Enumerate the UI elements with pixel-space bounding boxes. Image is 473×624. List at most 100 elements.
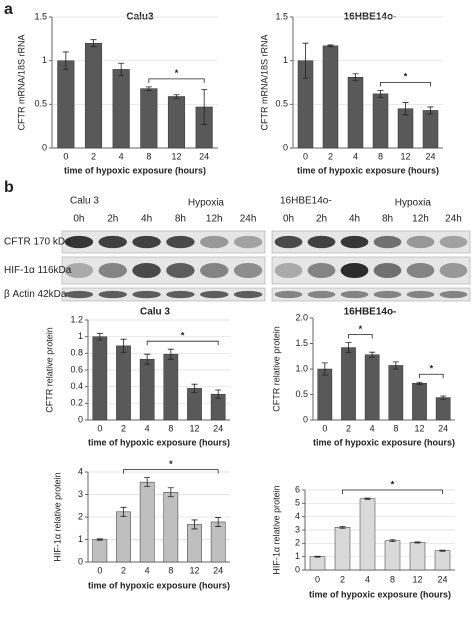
x-axis-label: time of hypoxic exposure (hours)	[313, 437, 455, 447]
significance-star: *	[391, 479, 395, 489]
y-tick-label: 0	[283, 142, 288, 152]
error-bar	[439, 549, 446, 552]
bar	[84, 42, 103, 149]
row-label: HIF-1α 116kDa	[4, 265, 72, 276]
x-tick-label: 2	[121, 565, 126, 575]
blot-band	[132, 290, 161, 299]
blot-band	[200, 235, 229, 249]
lane-label: 12h	[412, 214, 429, 225]
bar	[116, 511, 131, 563]
x-tick-label: 12	[412, 574, 422, 584]
blot-condition: Hypoxia	[188, 198, 225, 209]
error-bar	[215, 517, 222, 527]
y-tick-label: 0.5	[295, 389, 308, 399]
error-bar	[427, 106, 434, 115]
error-bar	[327, 44, 334, 48]
y-tick-label: 1.5	[275, 11, 288, 21]
lane-label: 8h	[175, 214, 186, 225]
error-bar	[191, 519, 198, 530]
blot-title: Calu 3	[70, 196, 99, 207]
bar	[92, 336, 108, 421]
y-tick-label: 0.8	[70, 348, 83, 358]
blot-band	[64, 262, 94, 279]
x-tick-label: 24	[213, 565, 223, 575]
x-axis-label: time of hypoxic exposure (hours)	[297, 165, 439, 175]
lane-label: 24h	[445, 214, 462, 225]
x-tick-label: 8	[168, 423, 173, 433]
bar	[384, 540, 401, 571]
blot-band	[406, 262, 435, 279]
blot-band	[166, 262, 195, 279]
blot-strip	[61, 256, 266, 285]
error-bar	[118, 62, 125, 76]
x-axis-label: time of hypoxic exposure (hours)	[88, 580, 230, 590]
chart-title: 16HBE14o-	[344, 307, 397, 318]
y-tick-label: 1.2	[70, 314, 83, 324]
error-bar	[416, 381, 423, 385]
y-tick-label: 2	[295, 538, 300, 548]
error-bar	[96, 538, 103, 541]
y-tick-label: 0	[42, 142, 47, 152]
blot-band	[439, 262, 468, 279]
blot-band	[98, 262, 127, 279]
x-tick-label: 4	[370, 423, 375, 433]
x-tick-label: 0	[97, 565, 102, 575]
blot-band	[340, 290, 369, 299]
bar	[334, 527, 351, 571]
blot-band	[274, 290, 303, 299]
bar	[364, 354, 380, 421]
bar	[116, 345, 131, 421]
x-tick-label: 2	[340, 574, 345, 584]
y-axis-label: CFTR mRNA/18S rRNA	[259, 34, 269, 130]
x-tick-label: 2	[328, 151, 333, 161]
x-tick-label: 0	[315, 574, 320, 584]
x-tick-label: 8	[146, 151, 151, 161]
row-label: CFTR 170 kDa	[4, 237, 71, 248]
error-bar	[167, 348, 174, 360]
error-bar	[440, 395, 447, 400]
bar	[409, 542, 426, 571]
y-tick-label: 3	[78, 489, 83, 499]
x-tick-label: 12	[189, 423, 199, 433]
x-tick-label: 4	[145, 423, 150, 433]
significance-star: *	[169, 459, 173, 469]
y-tick-label: 1	[78, 534, 83, 544]
bar	[317, 368, 333, 421]
blot-band	[233, 262, 263, 279]
significance-bracket	[348, 334, 373, 339]
blot-band	[373, 290, 402, 299]
blot-band	[439, 290, 468, 299]
lane-label: 4h	[141, 214, 152, 225]
x-tick-label: 8	[378, 151, 383, 161]
error-bar	[389, 539, 396, 542]
y-tick-label: 2.0	[295, 312, 308, 322]
error-bar	[201, 89, 208, 125]
error-bar	[144, 353, 151, 365]
x-axis-label: time of hypoxic exposure (hours)	[309, 589, 451, 599]
error-bar	[167, 487, 174, 498]
bar	[372, 93, 389, 149]
significance-bracket	[380, 81, 431, 87]
lane-label: 8h	[382, 214, 393, 225]
error-bar	[90, 39, 97, 48]
blot-band	[340, 235, 369, 249]
lane-label: 4h	[349, 214, 360, 225]
bar	[422, 110, 439, 149]
lane-label: 24h	[240, 214, 257, 225]
x-tick-label: 12	[414, 423, 424, 433]
y-tick-label: 3	[295, 524, 300, 534]
y-tick-label: 0.2	[70, 398, 83, 408]
x-tick-label: 0	[97, 423, 102, 433]
significance-star: *	[181, 331, 185, 341]
blot-band	[166, 290, 195, 299]
bar	[163, 353, 179, 421]
blot-band	[233, 235, 263, 249]
y-tick-label: 0	[295, 564, 300, 574]
x-axis-label: time of hypoxic exposure (hours)	[64, 165, 206, 175]
x-tick-label: 4	[145, 565, 150, 575]
blot-condition: Hypoxia	[395, 198, 432, 209]
blot-band	[307, 262, 336, 279]
x-tick-label: 2	[346, 423, 351, 433]
x-tick-label: 8	[390, 574, 395, 584]
